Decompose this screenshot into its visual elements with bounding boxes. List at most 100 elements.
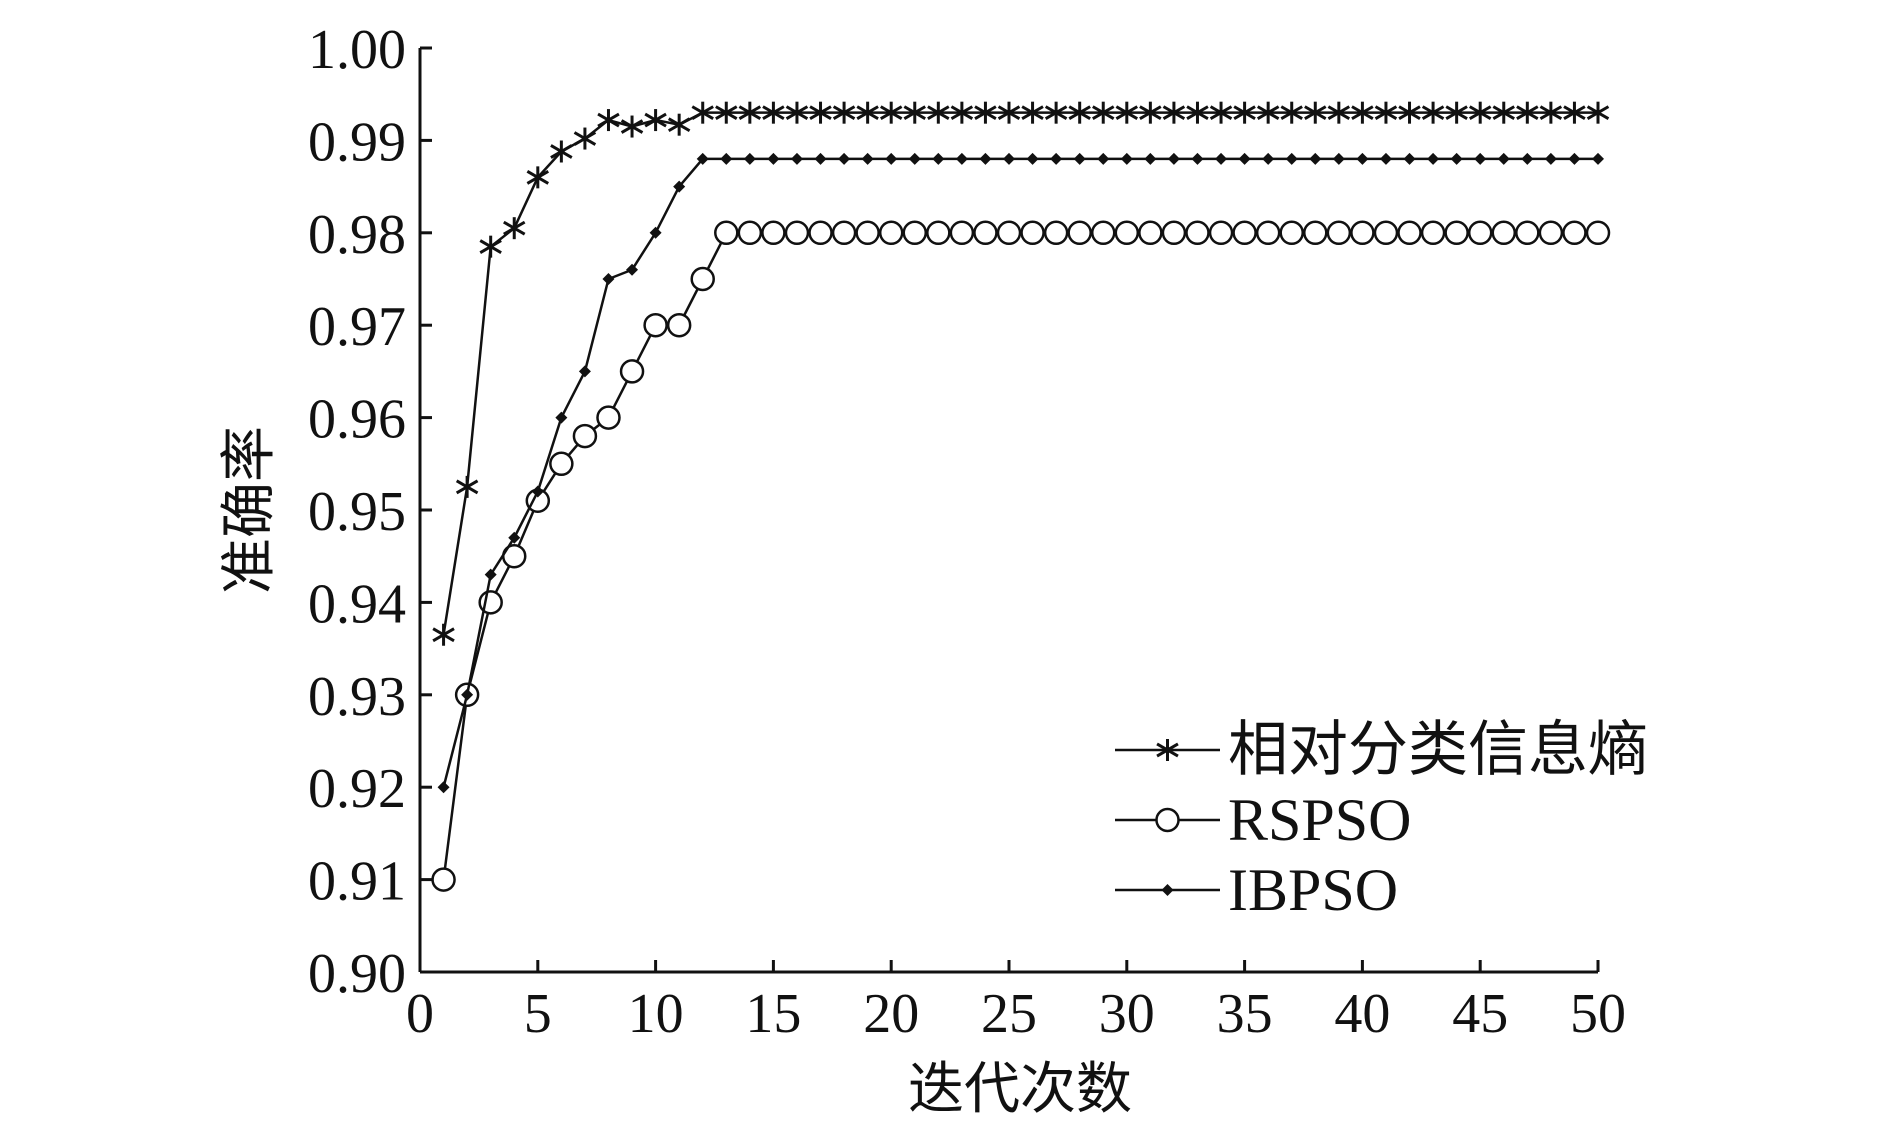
data-point xyxy=(1568,152,1581,165)
data-point xyxy=(431,867,456,892)
data-point xyxy=(879,101,903,124)
data-point xyxy=(437,781,450,794)
y-tick-label: 0.98 xyxy=(308,204,406,266)
data-point xyxy=(1255,220,1281,246)
data-point xyxy=(649,226,662,239)
data-point xyxy=(1397,220,1422,246)
data-point xyxy=(1092,101,1115,124)
data-point xyxy=(1327,101,1351,124)
y-tick-label: 0.95 xyxy=(308,481,406,543)
data-point xyxy=(1073,152,1086,165)
data-point xyxy=(549,451,574,477)
data-point xyxy=(1332,152,1345,165)
legend-entry: IBPSO xyxy=(1115,857,1398,923)
data-point xyxy=(974,101,997,124)
data-point xyxy=(1067,220,1092,246)
y-tick-label: 0.93 xyxy=(308,666,406,728)
data-point xyxy=(1585,220,1611,246)
data-point xyxy=(720,152,733,165)
x-tick-label: 10 xyxy=(628,983,684,1045)
data-point xyxy=(1450,152,1463,165)
x-tick-label: 25 xyxy=(981,983,1037,1045)
data-point xyxy=(932,152,945,165)
data-point xyxy=(1209,101,1233,124)
series-line xyxy=(442,157,1598,788)
legend-label: RSPSO xyxy=(1228,787,1411,853)
data-point xyxy=(1421,101,1445,124)
data-point xyxy=(973,220,998,246)
data-point xyxy=(1280,101,1303,124)
data-point xyxy=(1068,101,1091,124)
data-point xyxy=(1185,220,1210,246)
data-point xyxy=(737,220,763,246)
data-point xyxy=(856,101,879,124)
data-point xyxy=(1539,101,1563,124)
data-point xyxy=(1516,101,1539,124)
data-point xyxy=(1191,152,1204,165)
data-point xyxy=(696,152,709,165)
data-point xyxy=(455,475,479,498)
data-point xyxy=(1026,152,1039,165)
data-point xyxy=(926,220,951,246)
data-point xyxy=(809,101,832,124)
data-point xyxy=(855,220,880,246)
data-point xyxy=(596,405,621,430)
data-point xyxy=(996,220,1022,246)
data-point xyxy=(1350,220,1375,246)
data-point xyxy=(1238,152,1251,165)
data-point xyxy=(1562,220,1587,246)
data-point xyxy=(878,220,904,246)
data-point xyxy=(1420,220,1446,246)
data-point xyxy=(784,220,810,246)
data-point xyxy=(1138,220,1163,246)
data-point xyxy=(738,101,762,124)
data-point xyxy=(1445,101,1468,124)
x-tick-label: 30 xyxy=(1099,983,1155,1045)
x-tick-label: 50 xyxy=(1570,983,1626,1045)
data-point xyxy=(762,101,785,124)
x-tick-label: 5 xyxy=(524,983,552,1045)
data-point xyxy=(1233,101,1256,124)
y-axis-label: 准确率 xyxy=(217,426,282,594)
data-point xyxy=(1538,220,1564,246)
data-point xyxy=(461,688,474,701)
data-point xyxy=(1208,220,1234,246)
series-line xyxy=(442,111,1598,635)
x-tick-label: 35 xyxy=(1217,983,1273,1045)
data-point xyxy=(949,220,975,246)
y-tick-label: 0.91 xyxy=(308,851,406,913)
data-point xyxy=(714,220,739,246)
legend-label: 相对分类信息熵 xyxy=(1228,717,1648,783)
data-point xyxy=(814,152,827,165)
data-point xyxy=(508,531,521,544)
data-point xyxy=(1256,101,1280,124)
series-3 xyxy=(437,152,1604,794)
data-point xyxy=(620,115,644,138)
data-point xyxy=(602,273,615,285)
data-point xyxy=(619,359,645,384)
data-point xyxy=(1497,152,1510,165)
data-point xyxy=(838,152,851,165)
data-point xyxy=(1186,101,1209,124)
data-point xyxy=(1162,101,1186,124)
series-2 xyxy=(431,220,1611,892)
data-point xyxy=(1097,152,1110,165)
data-point xyxy=(1474,152,1487,165)
data-point xyxy=(761,220,786,246)
data-point xyxy=(1167,152,1180,165)
data-point xyxy=(902,220,928,246)
legend-label: IBPSO xyxy=(1228,857,1398,923)
data-point xyxy=(578,365,591,378)
data-point xyxy=(832,101,856,124)
data-point xyxy=(1326,220,1352,246)
data-point xyxy=(767,152,780,165)
legend-marker xyxy=(1156,739,1179,761)
axes: 0 5 10 15 20 25 30 35 40 45 50 0.90 0.91 0.92 0.93 0.94… xyxy=(308,19,1626,1045)
data-point xyxy=(573,127,597,150)
data-point xyxy=(1044,101,1068,124)
data-point xyxy=(1285,152,1298,165)
data-point xyxy=(715,101,738,124)
data-point xyxy=(950,101,974,124)
